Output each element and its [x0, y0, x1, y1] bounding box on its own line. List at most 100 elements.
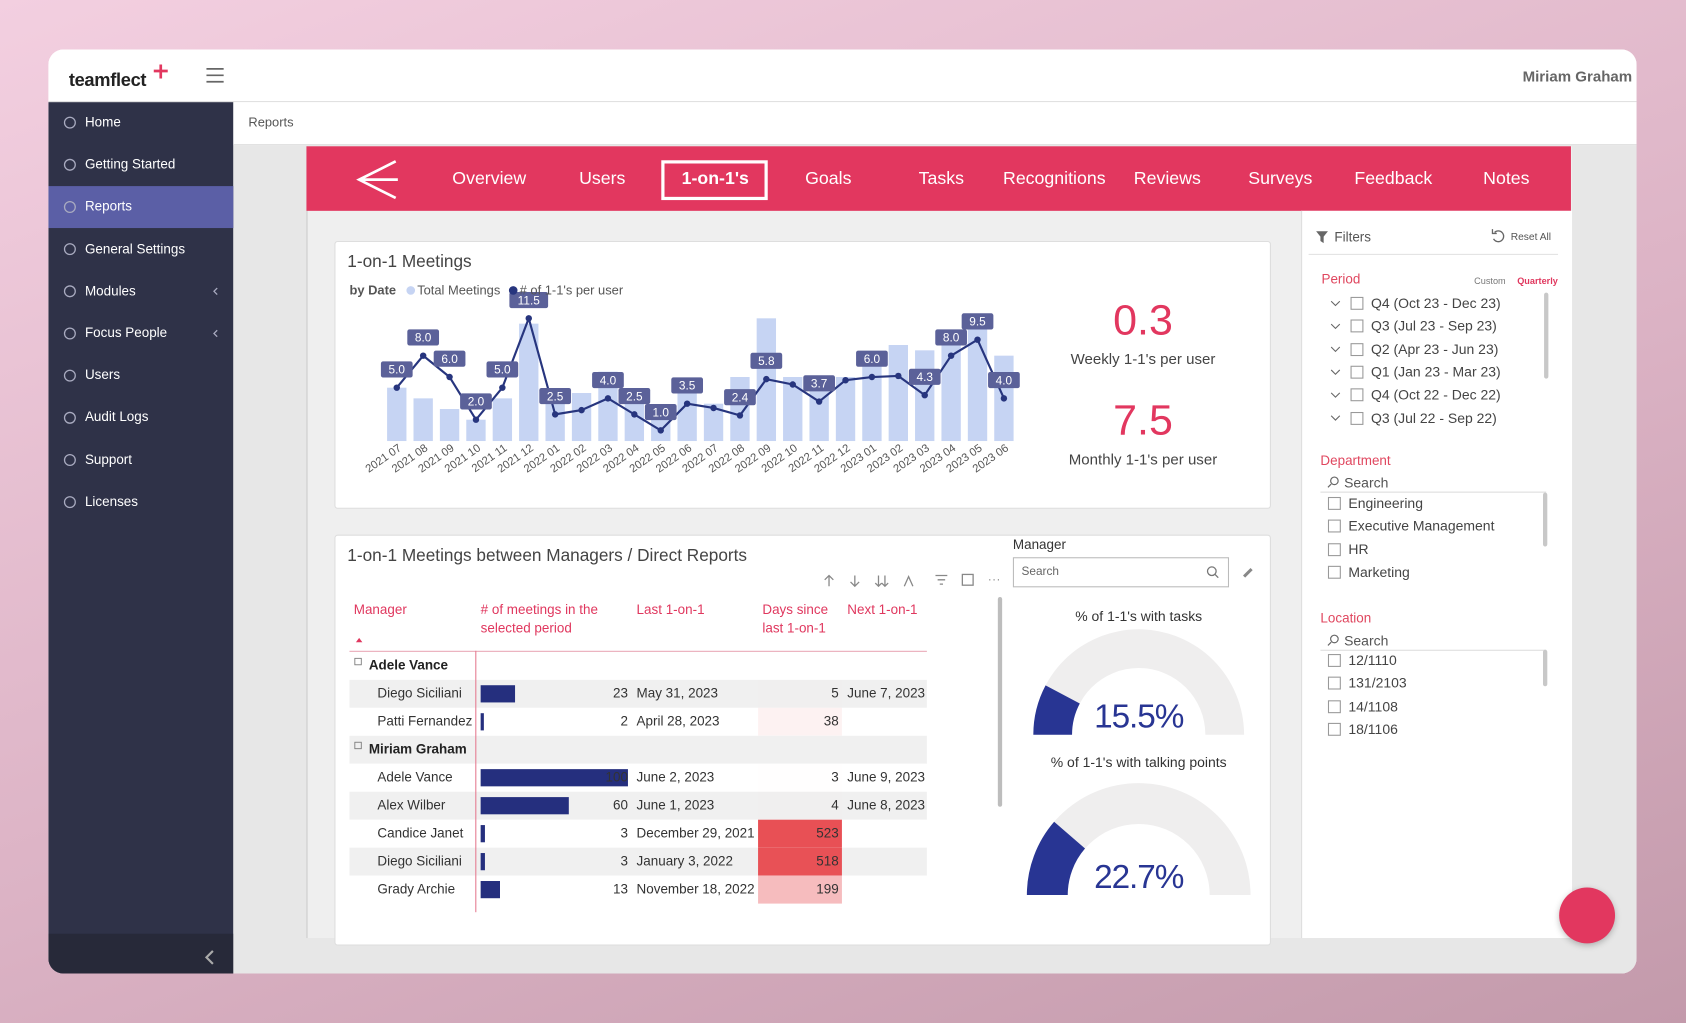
tab[interactable]: Users — [579, 168, 626, 189]
filter-item: 18/1106 — [1348, 720, 1398, 737]
active-tab-box — [661, 160, 768, 201]
report-name: Alex Wilber — [377, 797, 446, 813]
filter-item: Q2 (Apr 23 - Jun 23) — [1370, 340, 1499, 357]
column-header: Days since last 1-on-1 — [762, 602, 829, 636]
checkbox[interactable] — [1350, 319, 1364, 333]
checkbox[interactable] — [1327, 722, 1341, 736]
sidebar-item-label: Audit Logs — [84, 409, 149, 425]
slicer-label: Manager — [1012, 537, 1066, 553]
table-scrollbar[interactable] — [997, 597, 1003, 807]
checkbox[interactable] — [1327, 699, 1341, 713]
search-underline — [1320, 491, 1547, 493]
meetings-count: 3 — [620, 825, 628, 841]
checkbox[interactable] — [1327, 519, 1341, 533]
meetings-bar — [480, 713, 484, 731]
sidebar-item[interactable] — [48, 102, 233, 144]
checkbox[interactable] — [1350, 296, 1364, 310]
app-content: teamflect Miriam Graham Reports 1-on-1 M… — [48, 49, 1637, 974]
sidebar-item[interactable] — [48, 186, 233, 228]
checkbox[interactable] — [1327, 542, 1341, 556]
days-since: 3 — [831, 769, 839, 785]
table-title: 1-on-1 Meetings between Managers / Direc… — [347, 546, 748, 566]
period-mode[interactable]: Quarterly — [1517, 275, 1558, 287]
meetings-count: 100 — [605, 769, 628, 785]
tab[interactable]: Tasks — [918, 168, 964, 189]
meetings-bar — [480, 881, 500, 899]
sidebar — [48, 102, 234, 974]
sidebar-item-label: Users — [84, 367, 121, 383]
column-header: Last 1-on-1 — [636, 602, 705, 618]
tab[interactable]: Overview — [452, 168, 527, 189]
kpi-value: 7.5 — [1113, 396, 1173, 445]
filter-item: Q4 (Oct 23 - Dec 23) — [1370, 294, 1501, 312]
filter-item: Marketing — [1348, 563, 1410, 580]
meetings-bar — [480, 769, 628, 787]
tab[interactable]: Recognitions — [1003, 168, 1106, 189]
filters-divider — [1308, 253, 1559, 255]
meetings-count: 60 — [612, 797, 628, 813]
user-name[interactable]: Miriam Graham — [1522, 67, 1633, 85]
breadcrumb[interactable]: Reports — [248, 114, 294, 130]
days-since: 199 — [816, 881, 839, 897]
filter-search: Search — [1344, 474, 1389, 491]
filter-scrollbar — [1542, 649, 1548, 687]
last-meeting: May 31, 2023 — [636, 685, 719, 701]
checkbox[interactable] — [1350, 411, 1364, 425]
checkbox[interactable] — [1327, 565, 1341, 579]
report-name: Adele Vance — [377, 769, 453, 785]
tab[interactable]: Feedback — [1354, 168, 1433, 189]
period-mode[interactable]: Custom — [1474, 275, 1506, 287]
reset-all[interactable]: Reset All — [1510, 231, 1552, 244]
filter-item: 14/1108 — [1348, 697, 1398, 715]
checkbox[interactable] — [1350, 342, 1364, 356]
tab[interactable]: Reviews — [1133, 168, 1201, 189]
sidebar-item[interactable] — [48, 270, 233, 312]
last-meeting: January 3, 2022 — [636, 853, 733, 869]
filter-title: Department — [1320, 453, 1391, 469]
report-name: Candice Janet — [377, 825, 464, 841]
column-header: Manager — [353, 602, 407, 618]
table-divider — [475, 650, 477, 913]
sidebar-item[interactable] — [48, 481, 233, 523]
filter-pane — [1301, 210, 1573, 939]
checkbox[interactable] — [1350, 365, 1364, 379]
filter-item: 12/1110 — [1348, 652, 1397, 669]
sidebar-item-label: Support — [84, 451, 133, 467]
filter-item: Q1 (Jan 23 - Mar 23) — [1370, 363, 1501, 380]
logo[interactable]: teamflect — [68, 69, 147, 91]
filter-scrollbar — [1542, 492, 1548, 547]
group-manager: Miriam Graham — [368, 741, 467, 757]
checkbox[interactable] — [1327, 496, 1341, 510]
days-cell — [758, 792, 842, 820]
meetings-bar — [480, 853, 486, 871]
filter-title: Location — [1320, 610, 1372, 626]
checkbox[interactable] — [1350, 388, 1364, 402]
tab[interactable]: Notes — [1483, 168, 1530, 189]
gauge-value-label: 15.5% — [1094, 697, 1184, 736]
checkbox[interactable] — [1327, 654, 1341, 667]
tab[interactable]: 1-on-1's — [681, 168, 749, 189]
sidebar-item-label: Modules — [84, 283, 136, 299]
meetings-count: 23 — [612, 685, 628, 701]
days-cell — [758, 764, 842, 792]
days-cell — [758, 707, 842, 736]
tab[interactable]: Surveys — [1248, 168, 1313, 189]
sidebar-item[interactable] — [48, 355, 233, 397]
sidebar-item-label: Home — [84, 114, 121, 130]
table-row — [349, 679, 927, 708]
checkbox[interactable] — [1327, 676, 1341, 690]
slicer-search-box[interactable] — [1012, 557, 1230, 588]
report-name: Diego Siciliani — [377, 853, 462, 869]
meetings-bar — [480, 685, 515, 703]
gauge-title: % of 1-1's with talking points — [1050, 754, 1227, 771]
next-meeting: June 9, 2023 — [847, 769, 926, 785]
last-meeting: December 29, 2021 — [636, 825, 755, 841]
sidebar-item[interactable] — [48, 439, 233, 481]
sidebar-footer[interactable] — [48, 933, 234, 974]
chat-button[interactable] — [1559, 887, 1616, 944]
active-item-bg — [48, 185, 234, 228]
sidebar-item-label: Getting Started — [84, 156, 176, 172]
tab[interactable]: Goals — [805, 168, 852, 189]
days-cell — [758, 875, 842, 904]
